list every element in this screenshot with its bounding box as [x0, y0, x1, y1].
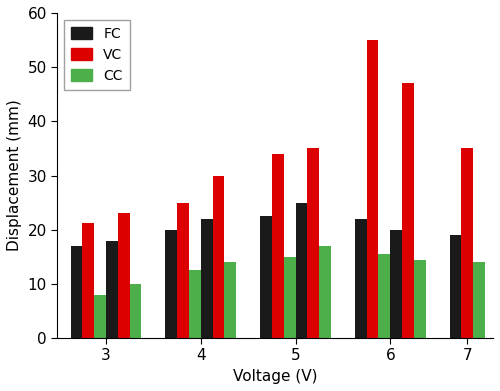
- Bar: [166, 230, 177, 338]
- Bar: [260, 216, 272, 338]
- Bar: [473, 262, 485, 338]
- Bar: [450, 235, 462, 338]
- Legend: FC, VC, CC: FC, VC, CC: [64, 20, 130, 90]
- Bar: [308, 149, 319, 338]
- Bar: [296, 203, 308, 338]
- Bar: [106, 240, 118, 338]
- Bar: [366, 40, 378, 338]
- Bar: [177, 203, 189, 338]
- Bar: [224, 262, 236, 338]
- Bar: [284, 257, 296, 338]
- Bar: [82, 223, 94, 338]
- Bar: [319, 246, 331, 338]
- Bar: [402, 83, 414, 338]
- Bar: [378, 254, 390, 338]
- Bar: [414, 260, 426, 338]
- Bar: [355, 219, 366, 338]
- X-axis label: Voltage (V): Voltage (V): [233, 369, 318, 384]
- Bar: [272, 154, 283, 338]
- Bar: [130, 284, 141, 338]
- Bar: [212, 176, 224, 338]
- Bar: [189, 270, 201, 338]
- Bar: [390, 230, 402, 338]
- Bar: [462, 149, 473, 338]
- Bar: [118, 213, 130, 338]
- Y-axis label: Displacement (mm): Displacement (mm): [7, 100, 22, 251]
- Bar: [94, 295, 106, 338]
- Bar: [201, 219, 212, 338]
- Bar: [70, 246, 83, 338]
